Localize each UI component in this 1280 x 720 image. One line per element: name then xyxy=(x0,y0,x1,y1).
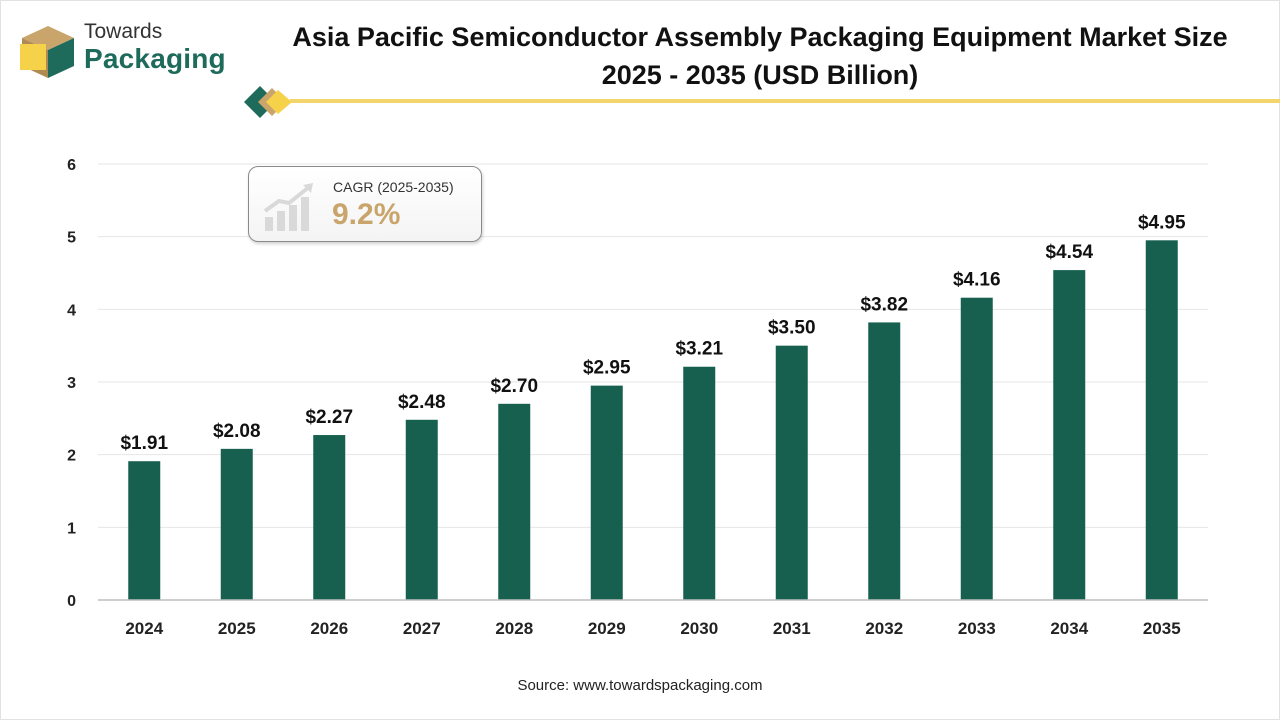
cagr-label: CAGR (2025-2035) xyxy=(333,179,454,195)
bar-2024 xyxy=(128,461,161,600)
bar-2035 xyxy=(1145,240,1178,601)
data-label: $3.50 xyxy=(768,318,816,339)
y-tick-label: 0 xyxy=(67,593,76,610)
bar-2028 xyxy=(498,403,531,600)
y-tick-label: 3 xyxy=(67,375,76,392)
x-tick-label: 2031 xyxy=(773,619,811,638)
x-tick-label: 2033 xyxy=(958,619,996,638)
y-tick-label: 1 xyxy=(67,520,76,537)
diamond-decoration-icon xyxy=(244,86,292,118)
x-tick-label: 2028 xyxy=(495,619,533,638)
data-label: $2.95 xyxy=(583,358,631,379)
brand-name-line1: Towards xyxy=(84,20,163,43)
y-tick-label: 6 xyxy=(67,157,76,174)
bar-2033 xyxy=(960,297,993,600)
y-tick-label: 2 xyxy=(67,448,76,465)
data-label: $3.21 xyxy=(675,339,723,360)
chart-title-line1: Asia Pacific Semiconductor Assembly Pack… xyxy=(292,22,1228,52)
data-label: $2.70 xyxy=(490,376,538,397)
chart-title-line2: 2025 - 2035 (USD Billion) xyxy=(601,60,919,90)
x-tick-label: 2025 xyxy=(218,619,256,638)
title-underline xyxy=(290,99,1280,103)
data-label: $4.54 xyxy=(1045,242,1093,263)
brand-name-line2: Packaging xyxy=(84,43,226,74)
y-tick-label: 5 xyxy=(67,230,76,247)
x-tick-label: 2032 xyxy=(865,619,903,638)
bar-2034 xyxy=(1053,270,1086,600)
chart-title: Asia Pacific Semiconductor Assembly Pack… xyxy=(240,18,1280,94)
x-tick-label: 2030 xyxy=(680,619,718,638)
brand-logo: Towards Packaging xyxy=(18,20,238,82)
data-label: $2.48 xyxy=(398,392,446,413)
cagr-value: 9.2% xyxy=(332,198,401,231)
source-text: Source: www.towardspackaging.com xyxy=(517,677,763,694)
data-label: $4.95 xyxy=(1138,212,1186,233)
bar-2027 xyxy=(405,419,438,600)
x-tick-label: 2026 xyxy=(310,619,348,638)
bar-2026 xyxy=(313,435,346,600)
x-tick-label: 2027 xyxy=(403,619,441,638)
bar-2032 xyxy=(868,322,901,600)
bar-2031 xyxy=(775,345,808,600)
y-tick-label: 4 xyxy=(67,302,76,319)
data-label: $4.16 xyxy=(953,270,1001,291)
data-label: $2.08 xyxy=(213,421,261,442)
bar-2029 xyxy=(590,385,623,600)
x-tick-label: 2029 xyxy=(588,619,626,638)
data-label: $3.82 xyxy=(860,294,908,315)
data-label: $1.91 xyxy=(120,433,168,454)
x-tick-label: 2035 xyxy=(1143,619,1181,638)
x-tick-label: 2034 xyxy=(1050,619,1088,638)
bar-2030 xyxy=(683,366,716,600)
bar-2025 xyxy=(220,448,253,600)
data-label: $2.27 xyxy=(305,407,353,428)
growth-chart-icon xyxy=(263,183,313,231)
cagr-callout: CAGR (2025-2035) 9.2% xyxy=(248,166,482,242)
x-tick-label: 2024 xyxy=(125,619,163,638)
box-logo-icon xyxy=(20,26,74,78)
